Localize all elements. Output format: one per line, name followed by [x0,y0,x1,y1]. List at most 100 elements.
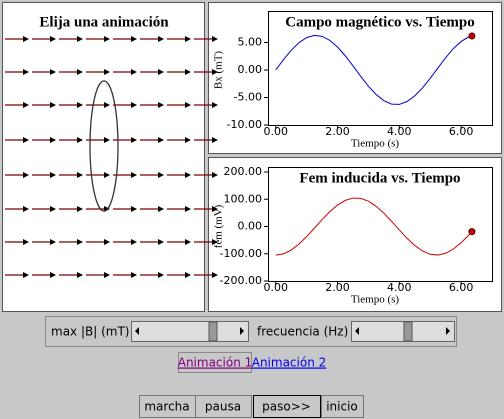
arrow-head [158,272,164,278]
arrow-head [185,172,191,178]
arrow-head [50,239,56,245]
chart-panel [208,2,502,154]
data-line [275,197,473,256]
slider[interactable] [351,321,455,342]
arrow-head [158,69,164,75]
arrow-head [212,272,218,278]
arrow-head [158,102,164,108]
arrow-head [212,172,218,178]
arrow-head [131,36,137,42]
arrow-head [104,69,110,75]
y-tick-label: -100.00 [220,247,262,260]
arrow-head [77,172,83,178]
y-tick-label: 0.00 [238,63,263,76]
slider-label: max |B| (mT) [51,325,129,339]
arrow-head [185,206,191,212]
arrow-head [158,137,164,143]
animation-panel [2,2,205,312]
y-tick-label: 5.00 [238,36,263,49]
x-tick-label: 0.00 [263,125,288,138]
slider-thumb[interactable] [208,321,218,342]
arrow-head [77,272,83,278]
arrow-head [185,36,191,42]
arrow-head [212,206,218,212]
slider-label: frecuencia (Hz) [257,325,348,339]
x-tick-label: 6.00 [449,125,474,138]
arrow-head [185,137,191,143]
button[interactable] [321,395,364,418]
y-axis-title: fem (mV) [213,204,225,248]
arrow-head [131,102,137,108]
y-tick-label: 0.00 [238,220,263,233]
arrow-head [212,137,218,143]
arrow-head [50,102,56,108]
arrow-head [131,206,137,212]
chart-panel [208,157,502,312]
arrow-head [158,206,164,212]
arrow-head [77,102,83,108]
button-label[interactable]: inicio [326,400,358,414]
arrow-head [158,36,164,42]
slider[interactable] [131,321,249,342]
data-line [275,34,473,105]
arrow-head [23,137,29,143]
arrow-head [23,239,29,245]
y-tick-label: -10.00 [227,118,262,131]
x-tick-label: 0.00 [263,281,288,294]
button-row: marcha pausa paso>> inicio [139,395,364,418]
panel-title: Elija una animación [39,14,169,30]
arrow-head [50,137,56,143]
y-tick-label: -5.00 [234,91,262,104]
arrow-head [50,272,56,278]
y-axis-title: Bx (mT) [213,51,225,90]
chart-title: Campo magnético vs. Tiempo [285,14,474,30]
arrow-head [131,137,137,143]
chart-title: Fem inducida vs. Tiempo [299,170,460,186]
arrow-head [185,102,191,108]
button[interactable] [253,395,321,418]
x-axis-title: Tiempo (s) [351,294,400,306]
arrow-head [23,272,29,278]
button-label[interactable]: marcha [144,400,189,414]
arrow-head [77,239,83,245]
arrow-head [50,69,56,75]
x-tick-label: 4.00 [387,281,412,294]
arrow-head [23,36,29,42]
arrow-head [104,36,110,42]
arrow-head [212,36,218,42]
arrow-head [23,206,29,212]
link[interactable]: Animación 1 [178,356,253,370]
arrow-head [131,272,137,278]
arrow-head [185,69,191,75]
arrow-head [185,239,191,245]
arrow-head [50,172,56,178]
plot-frame [268,167,493,282]
arrow-head [185,272,191,278]
end-marker [468,228,476,236]
button-label[interactable]: paso>> [262,400,311,414]
button-label[interactable]: pausa [205,400,241,414]
plot-frame [268,11,493,126]
arrow-head [212,69,218,75]
arrow-head [77,69,83,75]
arrow-head [212,239,218,245]
arrow-head [23,172,29,178]
y-tick-label: -200.00 [220,274,262,287]
link[interactable]: Animación 2 [252,356,327,370]
arrow-head [212,102,218,108]
button[interactable] [195,395,252,418]
arrow-head [50,206,56,212]
field-arrows [5,36,218,278]
arrow-head [131,239,137,245]
arrow-head [131,69,137,75]
slider-thumb[interactable] [403,321,413,342]
arrow-head [23,102,29,108]
link-box [178,352,252,373]
y-tick-label: 200.00 [224,165,263,178]
x-tick-label: 6.00 [449,281,474,294]
arrow-head [104,172,110,178]
arrow-head [77,36,83,42]
arrow-head [158,172,164,178]
arrow-head [158,239,164,245]
